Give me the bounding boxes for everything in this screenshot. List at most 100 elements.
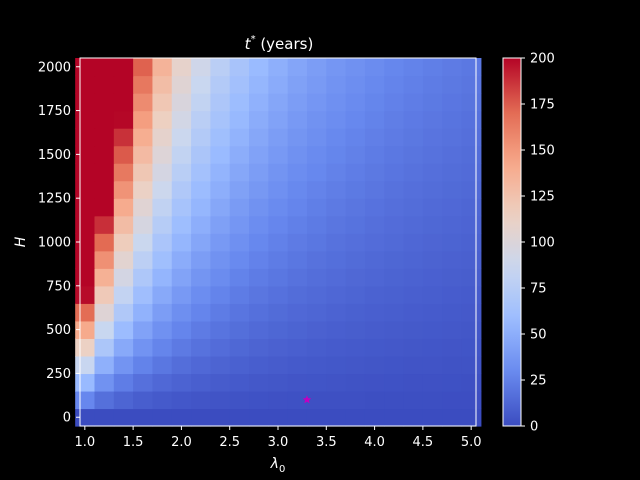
heatmap-cell (171, 303, 192, 322)
heatmap-cell (171, 268, 192, 287)
heatmap-cell (94, 408, 115, 427)
heatmap-cell (75, 163, 96, 182)
heatmap-cell (152, 408, 173, 427)
heatmap-cell (461, 145, 482, 164)
heatmap-cell (287, 373, 308, 392)
heatmap-cell (133, 128, 154, 147)
heatmap-cell (442, 93, 463, 112)
heatmap-cell (75, 303, 96, 322)
heatmap-cell (326, 128, 347, 147)
heatmap-cell (113, 180, 134, 199)
heatmap-cell (133, 250, 154, 269)
heatmap-cell (306, 198, 327, 217)
heatmap-cell (249, 303, 269, 322)
heatmap-cell (210, 145, 231, 164)
heatmap-cell (345, 250, 366, 269)
heatmap-cell (229, 268, 250, 287)
heatmap-cell (442, 58, 463, 77)
heatmap-cell (384, 320, 405, 339)
colorbar-tick-label: 100 (530, 236, 555, 251)
heatmap-cell (306, 320, 327, 339)
heatmap-cell (133, 303, 154, 322)
heatmap-cell (268, 215, 289, 234)
heatmap-cell (268, 320, 289, 339)
heatmap-cell (403, 58, 424, 77)
heatmap-cell (268, 163, 289, 182)
heatmap-cell (461, 268, 482, 287)
heatmap-cell (403, 268, 424, 287)
heatmap-cell (94, 373, 115, 392)
heatmap-cell (268, 390, 289, 410)
heatmap-cell (461, 250, 482, 269)
heatmap-cell (345, 163, 366, 182)
heatmap-cell (306, 58, 327, 77)
heatmap-cell (364, 233, 385, 252)
heatmap-cell (345, 110, 366, 129)
heatmap-cell (306, 390, 327, 410)
heatmap-cell (94, 163, 115, 182)
heatmap-cell (403, 233, 424, 252)
heatmap-cell (461, 58, 482, 77)
heatmap-cell (133, 408, 154, 427)
heatmap-cell (442, 145, 463, 164)
heatmap-cell (249, 250, 269, 269)
heatmap-cell (287, 320, 308, 339)
heatmap-cell (422, 250, 443, 269)
heatmap-cell (384, 338, 405, 357)
heatmap-cell (210, 268, 231, 287)
heatmap-cell (229, 355, 250, 375)
x-axis-label: λ0 (270, 456, 286, 475)
heatmap-cell (152, 390, 173, 410)
heatmap-cell (249, 320, 269, 339)
heatmap-cell (94, 355, 115, 375)
heatmap-cell (210, 163, 231, 182)
heatmap-cell (422, 58, 443, 77)
x-tick-label: 3.5 (316, 435, 337, 450)
heatmap-cell (210, 250, 231, 269)
heatmap-cell (442, 303, 463, 322)
heatmap-cell (403, 128, 424, 147)
heatmap-cell (191, 75, 211, 94)
heatmap-cell (442, 163, 463, 182)
heatmap-cell (133, 215, 154, 234)
heatmap-cell (75, 373, 96, 392)
heatmap-cell (306, 250, 327, 269)
marker-layer (302, 395, 312, 404)
heatmap-cell (461, 338, 482, 357)
heatmap-cell (287, 390, 308, 410)
heatmap-cell (94, 250, 115, 269)
heatmap-cell (364, 145, 385, 164)
heatmap-cell (94, 285, 115, 304)
heatmap-cell (268, 93, 289, 112)
heatmap-cell (461, 233, 482, 252)
heatmap-cell (75, 180, 96, 199)
heatmap-cell (210, 58, 231, 77)
heatmap-cell (94, 303, 115, 322)
heatmap-cell (287, 215, 308, 234)
heatmap-cell (364, 93, 385, 112)
heatmap-cell (326, 338, 347, 357)
heatmap-cell (345, 58, 366, 77)
heatmap-cell (403, 285, 424, 304)
heatmap-cell (364, 408, 385, 427)
heatmap-cell (442, 268, 463, 287)
heatmap-cell (94, 180, 115, 199)
heatmap-cell (287, 233, 308, 252)
heatmap-cell (171, 128, 192, 147)
heatmap-cell (229, 233, 250, 252)
heatmap-cell (133, 93, 154, 112)
heatmap-cell (268, 408, 289, 427)
heatmap-cell (345, 373, 366, 392)
heatmap-cell (75, 390, 96, 410)
heatmap-cell (422, 93, 443, 112)
heatmap-cell (171, 180, 192, 199)
heatmap-cell (326, 303, 347, 322)
y-axis-label: H (13, 236, 29, 247)
heatmap-cell (461, 303, 482, 322)
heatmap-cell (422, 320, 443, 339)
heatmap-cell (422, 110, 443, 129)
heatmap-cell (229, 180, 250, 199)
heatmap-cell (422, 75, 443, 94)
heatmap-cell (229, 320, 250, 339)
colorbar-tick-label: 50 (530, 328, 547, 343)
